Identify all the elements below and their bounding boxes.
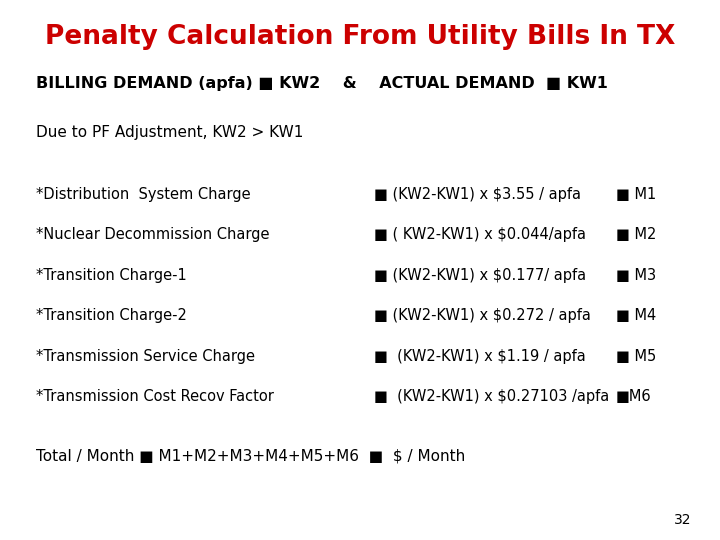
Text: BILLING DEMAND (apfa) ■ KW2    &    ACTUAL DEMAND  ■ KW1: BILLING DEMAND (apfa) ■ KW2 & ACTUAL DEM… [36,76,608,91]
Text: ■ (KW2-KW1) x $0.272 / apfa: ■ (KW2-KW1) x $0.272 / apfa [374,308,591,323]
Text: *Transition Charge-1: *Transition Charge-1 [36,268,186,283]
Text: *Transmission Service Charge: *Transmission Service Charge [36,349,255,364]
Text: *Nuclear Decommission Charge: *Nuclear Decommission Charge [36,227,269,242]
Text: *Transition Charge-2: *Transition Charge-2 [36,308,187,323]
Text: ■M6: ■M6 [616,389,651,404]
Text: 32: 32 [674,512,691,526]
Text: Penalty Calculation From Utility Bills In TX: Penalty Calculation From Utility Bills I… [45,24,675,50]
Text: ■  (KW2-KW1) x $1.19 / apfa: ■ (KW2-KW1) x $1.19 / apfa [374,349,586,364]
Text: ■ M1: ■ M1 [616,187,656,202]
Text: *Transmission Cost Recov Factor: *Transmission Cost Recov Factor [36,389,274,404]
Text: ■ M3: ■ M3 [616,268,656,283]
Text: *Distribution  System Charge: *Distribution System Charge [36,187,251,202]
Text: Due to PF Adjustment, KW2 > KW1: Due to PF Adjustment, KW2 > KW1 [36,125,303,140]
Text: Total / Month ■ M1+M2+M3+M4+M5+M6  ■  $ / Month: Total / Month ■ M1+M2+M3+M4+M5+M6 ■ $ / … [36,449,465,464]
Text: ■  (KW2-KW1) x $0.27103 /apfa: ■ (KW2-KW1) x $0.27103 /apfa [374,389,610,404]
Text: ■ (KW2-KW1) x $0.177/ apfa: ■ (KW2-KW1) x $0.177/ apfa [374,268,587,283]
Text: ■ M5: ■ M5 [616,349,656,364]
Text: ■ M2: ■ M2 [616,227,656,242]
Text: ■ ( KW2-KW1) x $0.044/apfa: ■ ( KW2-KW1) x $0.044/apfa [374,227,586,242]
Text: ■ M4: ■ M4 [616,308,656,323]
Text: ■ (KW2-KW1) x $3.55 / apfa: ■ (KW2-KW1) x $3.55 / apfa [374,187,582,202]
